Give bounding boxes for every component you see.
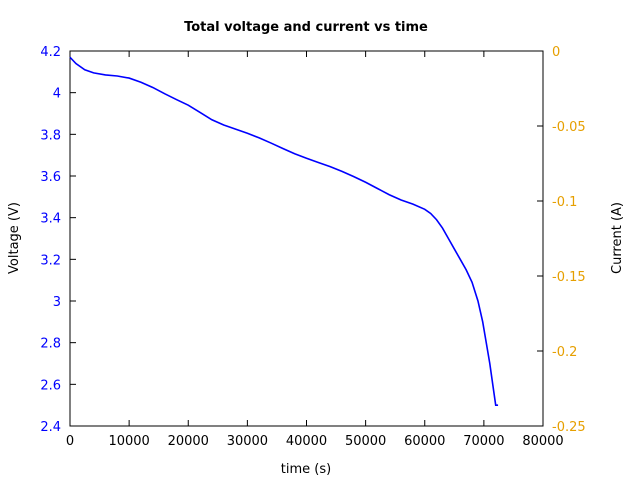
- y-tick-label: 2.6: [40, 378, 61, 393]
- y-tick-label: 3.6: [40, 170, 61, 185]
- x-tick-label: 80000: [522, 434, 563, 449]
- y-axis-left: 2.4 2.6 2.8 3 3.2 3.4 3.6 3.8 4 4.2: [40, 45, 76, 435]
- y-axis-right: -0.25 -0.2 -0.15 -0.1 -0.05 0: [537, 45, 586, 435]
- x-tick-label: 10000: [108, 434, 149, 449]
- x-axis: 0 10000 20000 30000 40000 50000 60000 70000 8000…: [66, 51, 564, 449]
- x-tick-label: 70000: [463, 434, 504, 449]
- y-tick-label: 3: [53, 295, 61, 310]
- y-tick-label: 3.2: [40, 253, 61, 268]
- plot-frame: [69, 50, 544, 427]
- x-tick-label: 20000: [168, 434, 209, 449]
- y2-axis-label: Current (A): [610, 202, 625, 274]
- y2-tick-label: -0.2: [552, 345, 577, 360]
- y-tick-label: 2.8: [40, 337, 61, 352]
- voltage-series-line: [69, 56, 499, 406]
- y2-tick-label: 0: [552, 45, 560, 60]
- y-tick-label: 4: [53, 87, 61, 102]
- y-tick-label: 4.2: [40, 45, 61, 60]
- y-tick-label: 2.4: [40, 420, 61, 435]
- x-tick-label: 40000: [286, 434, 327, 449]
- y2-tick-label: -0.1: [552, 195, 577, 210]
- chart-title: Total voltage and current vs time: [184, 20, 428, 35]
- y2-tick-label: -0.05: [552, 120, 586, 135]
- x-tick-label: 30000: [227, 434, 268, 449]
- y2-tick-label: -0.15: [552, 270, 586, 285]
- x-axis-label: time (s): [281, 462, 331, 477]
- y-axis-label: Voltage (V): [7, 202, 22, 274]
- y-tick-label: 3.4: [40, 212, 61, 227]
- x-tick-label: 0: [66, 434, 74, 449]
- x-tick-label: 60000: [404, 434, 445, 449]
- x-tick-label: 50000: [345, 434, 386, 449]
- y-tick-label: 3.8: [40, 128, 61, 143]
- y2-tick-label: -0.25: [552, 420, 586, 435]
